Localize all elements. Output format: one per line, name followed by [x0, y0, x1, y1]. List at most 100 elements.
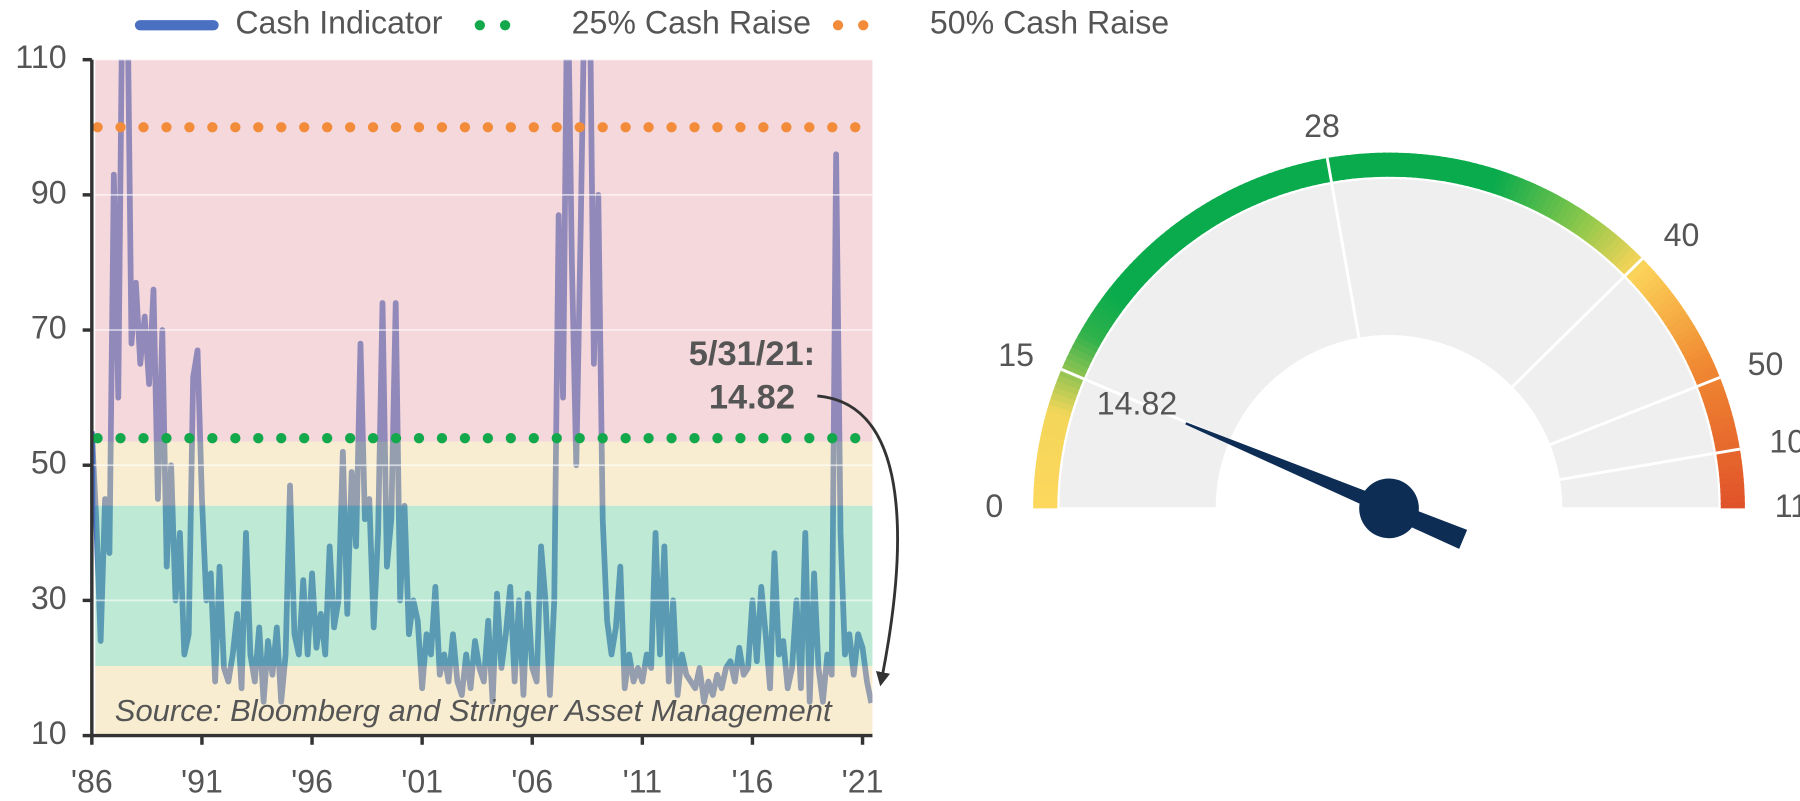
gauge-arc [1205, 199, 1226, 225]
gauge-sector [1330, 176, 1627, 390]
gauge-arc [1698, 380, 1725, 398]
gauge-tick [1325, 157, 1361, 340]
gauge-arc [1141, 246, 1165, 270]
gauge-arc [1579, 216, 1601, 242]
gauge-arc [1687, 352, 1713, 371]
gauge-arc [1627, 261, 1651, 284]
gauge-arc [1646, 284, 1671, 307]
y-tick-label: 50 [31, 445, 67, 481]
gauge-arc [1657, 299, 1682, 321]
gauge-arc [1155, 234, 1178, 259]
gauge-sector [1557, 451, 1721, 510]
gauge-arc [1146, 242, 1169, 266]
gauge-arc [1069, 344, 1095, 363]
zone-band [95, 441, 873, 506]
gauge-arc [1050, 390, 1077, 406]
gauge-arc [1664, 309, 1689, 330]
y-tick-label: 10 [31, 715, 67, 751]
gauge-arc [1227, 187, 1246, 213]
gauge-arc [1137, 250, 1161, 274]
gauge-arc [1676, 330, 1702, 350]
gauge-hub [1359, 478, 1419, 539]
gauge-arc [1190, 208, 1211, 234]
gauge-arc [1238, 182, 1257, 208]
gauge-arc [1650, 289, 1675, 311]
gauge-arc [1673, 325, 1699, 345]
gauge-arc [1054, 378, 1081, 395]
gauge-arc [1233, 184, 1251, 211]
zone-band [95, 505, 873, 666]
gauge-arc [1643, 279, 1668, 302]
gauge-arc [1660, 304, 1686, 325]
gauge-arc [1593, 228, 1615, 253]
gauge-arc [1160, 230, 1183, 255]
gauge-arc [1584, 220, 1606, 245]
gauge-arc [1302, 161, 1317, 187]
gauge-arc [1195, 205, 1216, 231]
gauge-arc [1279, 167, 1295, 193]
gauge-arc [1255, 175, 1273, 201]
gauge-arc [1150, 238, 1174, 262]
gauge-arc [1559, 203, 1580, 229]
gauge-arc [1574, 213, 1596, 239]
gauge-arc [1284, 165, 1300, 192]
gauge-arc [1534, 188, 1553, 214]
cash-indicator-line [91, 59, 873, 705]
gauge-arc [1597, 231, 1620, 256]
gauge-arc [1211, 196, 1231, 222]
gauge-arc [1544, 194, 1564, 220]
gauge-arc [1112, 277, 1137, 300]
gauge-arc [1486, 168, 1502, 194]
gauge-arc [1611, 244, 1634, 268]
gauge-arc [1529, 185, 1548, 212]
gauge-arc [1063, 355, 1090, 374]
gauge-arc [1554, 200, 1575, 226]
gauge-arc [1539, 191, 1559, 217]
gauge-arc [1071, 339, 1098, 358]
gauge-arc [1694, 369, 1720, 387]
gauge-arc [1513, 178, 1531, 205]
gauge-tick-label: 50 [1748, 346, 1784, 382]
gauge-tick-label: 110 [1775, 488, 1800, 524]
gauge-arc [1090, 307, 1116, 328]
gauge-arc [1056, 372, 1083, 390]
gauge-arc [1200, 202, 1221, 228]
gauge-arc [1165, 226, 1187, 251]
gauge-arc [1710, 422, 1737, 437]
gauge-arc [1133, 255, 1157, 278]
gauge-arc [1564, 206, 1585, 232]
gauge: 0 15 28 40 50 100 110 14.82 [985, 108, 1800, 549]
annotation-arrow [817, 394, 899, 687]
gauge-arc [1104, 287, 1130, 309]
gauge-arc [1083, 317, 1109, 338]
gauge-arc [1179, 215, 1201, 241]
gauge-arc [1066, 350, 1092, 369]
gauge-arc [1074, 333, 1100, 353]
gauge-arc [1491, 170, 1508, 196]
gauge-tick-label: 0 [985, 488, 1003, 524]
gauge-arc [1549, 197, 1570, 223]
gauge-tick [1548, 376, 1721, 447]
gauge-arc [1061, 361, 1087, 379]
gauge-arc [1502, 174, 1519, 200]
gauge-tick-label: 15 [998, 337, 1034, 373]
x-tick-label: '91 [181, 763, 223, 799]
y-tick-label: 30 [31, 580, 67, 616]
gauge-tick-label: 40 [1664, 217, 1700, 253]
gauge-arc [1702, 392, 1729, 409]
gauge-arc [1221, 190, 1241, 216]
gauge-arc [1169, 222, 1192, 248]
gauge-arc [1052, 384, 1079, 401]
gauge-arc [1116, 273, 1141, 296]
gauge-arc [1704, 398, 1731, 414]
gauge-arc [1087, 312, 1113, 333]
gauge-arc [1720, 502, 1745, 509]
gauge-arc [1684, 346, 1710, 366]
x-tick-label: '21 [842, 763, 884, 799]
gauge-arc [1635, 270, 1660, 293]
gauge-arc [1615, 248, 1639, 272]
gauge-arc [1507, 176, 1525, 202]
gauge-arc [1174, 219, 1196, 244]
